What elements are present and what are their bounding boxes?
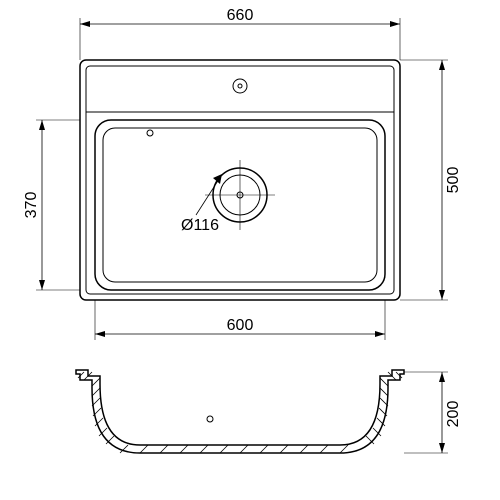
dim-660-label: 660 bbox=[227, 7, 254, 24]
tap-hole bbox=[233, 79, 247, 93]
dim-200-label: 200 bbox=[445, 401, 462, 428]
top-view bbox=[80, 60, 400, 300]
section-overflow-dot bbox=[207, 416, 213, 422]
section-outer bbox=[76, 370, 404, 453]
dim-height-370: 370 bbox=[23, 120, 80, 290]
dim-width-600: 600 bbox=[95, 300, 385, 340]
section-hatch bbox=[78, 372, 402, 453]
technical-drawing: 660 600 500 370 Ø116 bbox=[0, 0, 500, 500]
dim-370-label: 370 bbox=[23, 192, 40, 219]
dim-500-label: 500 bbox=[445, 167, 462, 194]
dim-depth-200: 200 bbox=[404, 372, 462, 453]
dim-600-label: 600 bbox=[227, 317, 254, 334]
dim-width-660: 660 bbox=[80, 7, 400, 60]
dim-116-label: Ø116 bbox=[181, 217, 219, 234]
dim-height-500: 500 bbox=[400, 60, 462, 300]
tap-hole-center bbox=[238, 84, 242, 88]
section-view bbox=[76, 370, 404, 453]
overflow-mark bbox=[147, 130, 153, 136]
